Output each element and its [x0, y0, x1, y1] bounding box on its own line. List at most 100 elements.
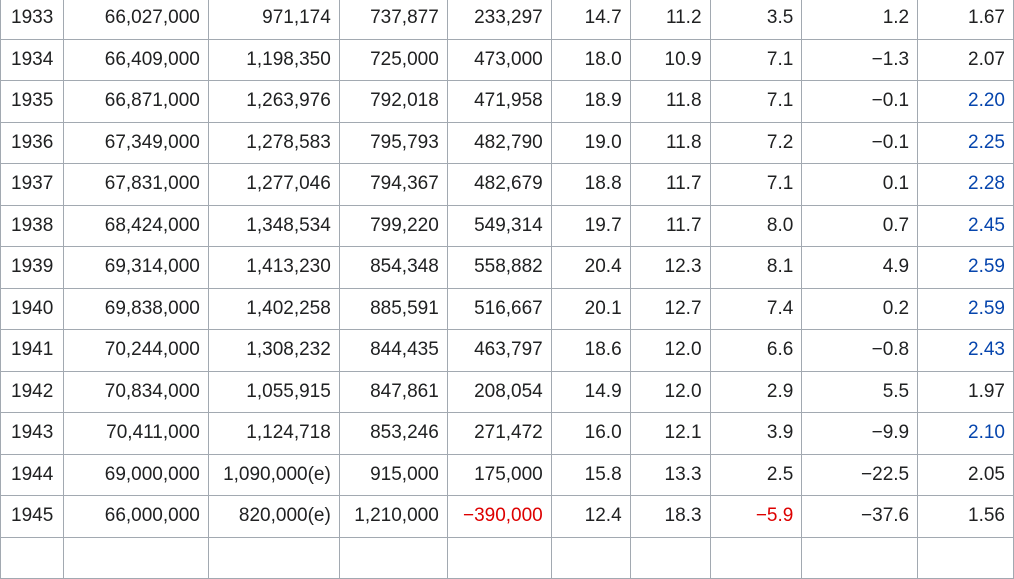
- death-rate-cell: 18.3: [629, 495, 711, 538]
- deaths-cell: [338, 536, 448, 579]
- population-cell: 69,314,000: [62, 246, 209, 289]
- table-row: 1943 70,411,000 1,124,718 853,246 271,472 16.…: [0, 412, 1014, 455]
- population-cell: 68,424,000: [62, 204, 209, 247]
- population-cell: 70,244,000: [62, 329, 209, 372]
- rate-change-cell: 0.2: [801, 287, 919, 330]
- natural-change-rate-cell: 8.1: [709, 246, 803, 289]
- fertility-rate-cell[interactable]: 2.45: [917, 204, 1014, 247]
- live-births-cell: 1,348,534: [207, 204, 340, 247]
- natural-change-cell: 516,667: [446, 287, 552, 330]
- natural-change-cell: 463,797: [446, 329, 552, 372]
- rate-change-cell: −37.6: [801, 495, 919, 538]
- live-births-cell: 1,278,583: [207, 121, 340, 164]
- population-cell: 66,871,000: [62, 80, 209, 123]
- natural-change-cell: 233,297: [446, 0, 552, 40]
- year-cell: 1943: [0, 412, 64, 455]
- natural-change-rate-cell: [709, 536, 803, 579]
- natural-change-rate-cell: 7.4: [709, 287, 803, 330]
- natural-change-cell: 482,790: [446, 121, 552, 164]
- birth-rate-cell: 16.0: [550, 412, 631, 455]
- death-rate-cell: 13.3: [629, 453, 711, 496]
- population-cell: 70,834,000: [62, 370, 209, 413]
- natural-change-rate-cell: 2.9: [709, 370, 803, 413]
- birth-rate-cell: 12.4: [550, 495, 631, 538]
- year-cell: 1940: [0, 287, 64, 330]
- fertility-rate-cell: 2.05: [917, 453, 1014, 496]
- deaths-cell: 725,000: [338, 38, 448, 81]
- year-cell: 1936: [0, 121, 64, 164]
- natural-change-cell: 208,054: [446, 370, 552, 413]
- fertility-rate-cell: 1.67: [917, 0, 1014, 40]
- year-cell: 1941: [0, 329, 64, 372]
- rate-change-cell: 4.9: [801, 246, 919, 289]
- natural-change-cell: 482,679: [446, 163, 552, 206]
- fertility-rate-cell[interactable]: 2.20: [917, 80, 1014, 123]
- year-cell: [0, 536, 64, 579]
- fertility-rate-cell: 2.07: [917, 38, 1014, 81]
- fertility-rate-cell[interactable]: 2.43: [917, 329, 1014, 372]
- rate-change-cell: −0.1: [801, 80, 919, 123]
- fertility-rate-cell[interactable]: 2.59: [917, 246, 1014, 289]
- birth-rate-cell: 14.9: [550, 370, 631, 413]
- natural-change-rate-cell: 6.6: [709, 329, 803, 372]
- table-row: [0, 536, 1014, 579]
- rate-change-cell: [801, 536, 919, 579]
- deaths-cell: 1,210,000: [338, 495, 448, 538]
- deaths-cell: 854,348: [338, 246, 448, 289]
- population-cell: 69,838,000: [62, 287, 209, 330]
- fertility-rate-cell[interactable]: 2.28: [917, 163, 1014, 206]
- live-births-cell: 1,055,915: [207, 370, 340, 413]
- deaths-cell: 844,435: [338, 329, 448, 372]
- fertility-rate-cell[interactable]: 2.25: [917, 121, 1014, 164]
- natural-change-cell: [446, 536, 552, 579]
- year-cell: 1942: [0, 370, 64, 413]
- table-row: 1935 66,871,000 1,263,976 792,018 471,958 18.…: [0, 80, 1014, 123]
- population-cell: 66,409,000: [62, 38, 209, 81]
- year-cell: 1939: [0, 246, 64, 289]
- death-rate-cell: 11.2: [629, 0, 711, 40]
- deaths-cell: 915,000: [338, 453, 448, 496]
- year-cell: 1935: [0, 80, 64, 123]
- table-row: 1944 69,000,000 1,090,000(e) 915,000 175,000…: [0, 453, 1014, 496]
- deaths-cell: 794,367: [338, 163, 448, 206]
- birth-rate-cell: 19.0: [550, 121, 631, 164]
- table-row: 1941 70,244,000 1,308,232 844,435 463,797 18.…: [0, 329, 1014, 372]
- year-cell: 1933: [0, 0, 64, 40]
- natural-change-rate-cell: 8.0: [709, 204, 803, 247]
- birth-rate-cell: 18.9: [550, 80, 631, 123]
- rate-change-cell: −22.5: [801, 453, 919, 496]
- birth-rate-cell: 20.4: [550, 246, 631, 289]
- fertility-rate-cell[interactable]: 2.10: [917, 412, 1014, 455]
- natural-change-rate-cell: 3.9: [709, 412, 803, 455]
- birth-rate-cell: 18.0: [550, 38, 631, 81]
- year-cell: 1944: [0, 453, 64, 496]
- rate-change-cell: 0.7: [801, 204, 919, 247]
- rate-change-cell: −0.1: [801, 121, 919, 164]
- birth-rate-cell: 15.8: [550, 453, 631, 496]
- table-row: 1934 66,409,000 1,198,350 725,000 473,000 18.…: [0, 38, 1014, 81]
- table-row: 1939 69,314,000 1,413,230 854,348 558,882 20.…: [0, 246, 1014, 289]
- live-births-cell: 1,277,046: [207, 163, 340, 206]
- table-row: 1936 67,349,000 1,278,583 795,793 482,790 19.…: [0, 121, 1014, 164]
- deaths-cell: 792,018: [338, 80, 448, 123]
- live-births-cell: 1,198,350: [207, 38, 340, 81]
- live-births-cell: 1,413,230: [207, 246, 340, 289]
- deaths-cell: 737,877: [338, 0, 448, 40]
- rate-change-cell: 1.2: [801, 0, 919, 40]
- death-rate-cell: 10.9: [629, 38, 711, 81]
- death-rate-cell: 12.3: [629, 246, 711, 289]
- table-row: 1938 68,424,000 1,348,534 799,220 549,314 19.…: [0, 204, 1014, 247]
- live-births-cell: 971,174: [207, 0, 340, 40]
- natural-change-rate-cell: −5.9: [709, 495, 803, 538]
- rate-change-cell: −1.3: [801, 38, 919, 81]
- birth-rate-cell: 19.7: [550, 204, 631, 247]
- fertility-rate-cell[interactable]: 2.59: [917, 287, 1014, 330]
- fertility-rate-cell: [917, 536, 1014, 579]
- rate-change-cell: −9.9: [801, 412, 919, 455]
- natural-change-rate-cell: 7.2: [709, 121, 803, 164]
- population-cell: 66,027,000: [62, 0, 209, 40]
- live-births-cell: 1,402,258: [207, 287, 340, 330]
- death-rate-cell: 12.0: [629, 329, 711, 372]
- year-cell: 1938: [0, 204, 64, 247]
